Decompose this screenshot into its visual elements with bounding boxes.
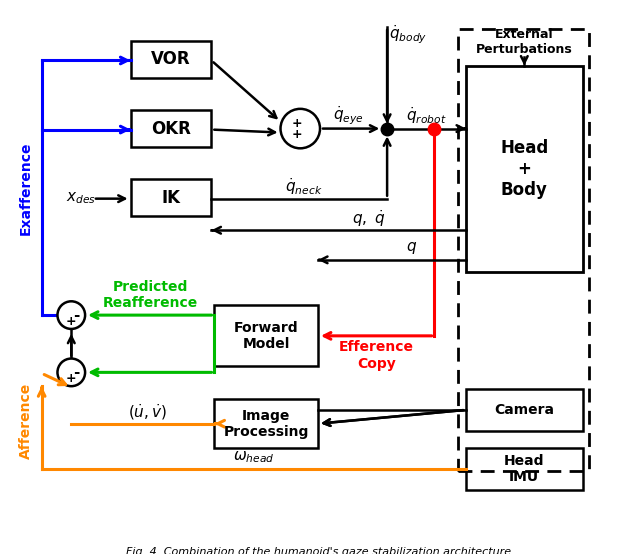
Text: Image
Processing: Image Processing [223,409,309,439]
Text: Predicted
Reafference: Predicted Reafference [102,280,198,310]
Bar [131,179,211,217]
Text: +: + [292,117,303,130]
Bar [214,305,318,366]
Bar [458,29,589,471]
Bar [466,448,582,490]
Text: Head
IMU: Head IMU [504,454,545,484]
Text: +: + [292,128,303,141]
Text: Fig. 4. Combination of the humanoid's gaze stabilization architecture.: Fig. 4. Combination of the humanoid's ga… [125,547,515,554]
Circle shape [280,109,320,148]
Text: OKR: OKR [151,120,191,137]
Text: $q$: $q$ [406,240,417,256]
Circle shape [58,301,85,329]
Text: $x_{des}$: $x_{des}$ [66,190,96,206]
Text: -: - [73,365,79,380]
Bar [214,399,318,448]
Text: $\dot{q}_{neck}$: $\dot{q}_{neck}$ [285,176,323,197]
Bar [466,389,582,430]
Text: IK: IK [161,189,180,207]
Text: $(\dot{u},\dot{v})$: $(\dot{u},\dot{v})$ [128,402,167,422]
Text: +: + [66,315,77,327]
Bar [131,41,211,78]
Text: $q,\ \dot{q}$: $q,\ \dot{q}$ [351,208,385,229]
Text: Exafference: Exafference [19,141,33,234]
Bar [466,66,582,271]
Text: $\dot{q}_{eye}$: $\dot{q}_{eye}$ [333,105,364,127]
Text: Forward
Model: Forward Model [234,321,298,351]
Text: Afference: Afference [19,383,33,459]
Text: Head
+
Body: Head + Body [500,139,548,199]
Text: $\dot{q}_{robot}$: $\dot{q}_{robot}$ [406,105,447,126]
Bar [131,110,211,147]
Text: $\dot{q}_{body}$: $\dot{q}_{body}$ [389,24,428,47]
Text: Camera: Camera [494,403,554,417]
Text: Efference
Copy: Efference Copy [339,341,413,371]
Text: External
Perturbations: External Perturbations [476,28,572,56]
Text: VOR: VOR [151,50,191,69]
Text: +: + [66,372,77,385]
Circle shape [58,358,85,386]
Text: $\omega_{head}$: $\omega_{head}$ [233,449,275,465]
Text: -: - [73,307,79,322]
